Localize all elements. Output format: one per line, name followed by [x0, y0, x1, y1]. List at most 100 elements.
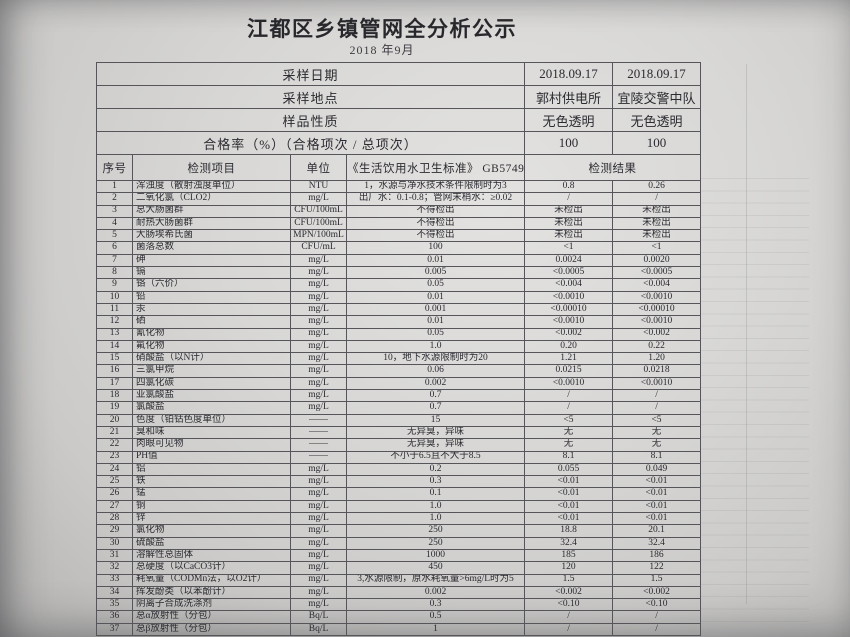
- cell-result-site2: /: [612, 389, 702, 403]
- cell-result-site1: <0.01: [524, 487, 614, 501]
- cell-index: 7: [96, 253, 133, 268]
- cell-index: 31: [96, 548, 133, 563]
- cell-standard-limit: 0.1: [345, 487, 526, 501]
- cell-index: 32: [96, 561, 133, 575]
- cell-standard-limit: 1.0: [345, 512, 526, 526]
- cell-result-site1: <0.00010: [524, 302, 614, 317]
- table-row: 12 硒 mg/L 0.01 <0.0010 <0.0010: [96, 315, 702, 329]
- cell-unit: mg/L: [290, 499, 347, 514]
- cell-result-site1: 8.1: [524, 450, 614, 464]
- table-row: 6 菌落总数 CFU/mL 100 <1 <1: [96, 241, 702, 255]
- table-row: 21 臭和味 —— 无异臭，异味 无 无: [96, 425, 702, 440]
- table-row: 22 肉眼可见物 —— 无异臭，异味 无 无: [96, 438, 702, 452]
- cell-standard-limit: 3,水源限制，原水耗氧量>6mg/L时为5: [345, 573, 526, 587]
- cell-result-site2: <5: [612, 413, 702, 427]
- cell-item-name: 总大肠菌群: [132, 204, 291, 218]
- cell-result-site2: 122: [612, 561, 702, 575]
- cell-standard-limit: 100: [345, 241, 526, 255]
- cell-result-site1: 未检出: [524, 216, 614, 231]
- cell-standard-limit: 不小于6.5且不大于8.5: [345, 450, 526, 464]
- table-row: 16 三氯甲烷 mg/L 0.06 0.0215 0.0218: [96, 364, 702, 378]
- cell-item-name: 氰化物: [132, 327, 291, 341]
- cell-result-site1: <0.0005: [524, 266, 614, 280]
- cell-index: 33: [96, 573, 133, 587]
- cell-index: 15: [96, 352, 133, 366]
- cell-unit: ——: [290, 450, 347, 464]
- cell-item-name: 总α放射性（分包）: [132, 610, 291, 624]
- table-row: 27 铜 mg/L 1.0 <0.01 <0.01: [96, 499, 702, 514]
- cell-unit: mg/L: [290, 327, 347, 341]
- cell-item-name: PH值: [132, 450, 291, 464]
- cell-item-name: 耐热大肠菌群: [132, 216, 291, 231]
- cell-standard-limit: 不得检出: [345, 229, 526, 243]
- cell-result-site2: /: [612, 401, 702, 415]
- summary-value-site1: 无色透明: [524, 108, 614, 132]
- cell-index: 37: [96, 622, 133, 636]
- cell-unit: mg/L: [290, 561, 347, 575]
- cell-item-name: 铜: [132, 499, 291, 514]
- cell-result-site2: <0.0010: [612, 315, 702, 329]
- cell-standard-limit: 0.01: [345, 290, 526, 304]
- cell-standard-limit: 0.3: [345, 598, 526, 612]
- cell-result-site1: <0.01: [524, 512, 614, 526]
- cell-unit: mg/L: [290, 266, 347, 280]
- cell-unit: ——: [290, 413, 347, 427]
- cell-standard-limit: 250: [345, 536, 526, 550]
- table-row: 7 砷 mg/L 0.01 0.0024 0.0020: [96, 253, 702, 268]
- cell-result-site2: 0.0218: [612, 364, 702, 378]
- cell-result-site1: 无: [524, 438, 614, 452]
- cell-result-site1: /: [524, 389, 614, 403]
- summary-row: 采样地点 郭村供电所 宜陵交警中队: [95, 85, 702, 109]
- cell-item-name: 浑浊度（散射浊度单位）: [132, 179, 291, 194]
- cell-result-site1: <0.01: [524, 499, 614, 514]
- cell-item-name: 硫酸盐: [132, 536, 291, 550]
- cell-standard-limit: 0.001: [345, 302, 526, 317]
- summary-value-site2: 宜陵交警中队: [612, 85, 702, 109]
- cell-index: 34: [96, 585, 133, 600]
- table-row: 13 氰化物 mg/L 0.05 <0.002 <0.002: [96, 327, 702, 341]
- cell-index: 26: [96, 487, 133, 501]
- cell-unit: NTU: [290, 179, 347, 194]
- water-analysis-table: 采样日期 2018.09.17 2018.09.17 采样地点 郭村供电所 宜陵…: [95, 62, 702, 636]
- cell-index: 29: [96, 524, 133, 538]
- cell-unit: mg/L: [290, 352, 347, 366]
- cell-result-site1: 无: [524, 425, 614, 440]
- header-item: 检测项目: [132, 154, 291, 181]
- cell-result-site2: <0.0005: [612, 266, 702, 280]
- cell-result-site2: <0.01: [612, 512, 702, 526]
- table-row: 15 硝酸盐（以N计） mg/L 10，地下水源限制时为20 1.21 1.20: [96, 352, 702, 366]
- cell-result-site2: <0.00010: [612, 302, 702, 317]
- cell-standard-limit: 0.5: [345, 610, 526, 624]
- cell-standard-limit: 0.7: [345, 401, 526, 415]
- table-row: 8 镉 mg/L 0.005 <0.0005 <0.0005: [96, 266, 702, 280]
- cell-index: 13: [96, 327, 133, 341]
- cell-result-site1: 0.0215: [524, 364, 614, 378]
- cell-item-name: 肉眼可见物: [132, 438, 291, 452]
- cell-unit: mg/L: [290, 462, 347, 477]
- cell-index: 22: [96, 438, 133, 452]
- cell-unit: mg/L: [290, 585, 347, 600]
- cell-result-site2: <0.004: [612, 278, 702, 292]
- cell-item-name: 铬（六价）: [132, 278, 291, 292]
- table-row: 11 汞 mg/L 0.001 <0.00010 <0.00010: [96, 302, 702, 317]
- cell-unit: Bq/L: [290, 622, 347, 636]
- cell-standard-limit: 0.002: [345, 376, 526, 391]
- cell-unit: mg/L: [290, 573, 347, 587]
- cell-standard-limit: 1.0: [345, 499, 526, 514]
- table-row: 33 耗氧量（CODMn法，以O2计） mg/L 3,水源限制，原水耗氧量>6m…: [96, 573, 702, 587]
- table-row: 18 亚氯酸盐 mg/L 0.7 / /: [96, 389, 702, 403]
- summary-value-site2: 100: [612, 131, 702, 155]
- cell-item-name: 总β放射性（分包）: [132, 622, 291, 636]
- cell-index: 14: [96, 339, 133, 354]
- cell-result-site2: <0.10: [612, 598, 702, 612]
- cell-item-name: 氯化物: [132, 524, 291, 538]
- cell-result-site1: <0.002: [524, 327, 614, 341]
- cell-result-site2: <1: [612, 241, 702, 255]
- cell-unit: mg/L: [290, 376, 347, 391]
- cell-standard-limit: 出厂水：0.1-0.8；管网末梢水：≥0.02: [345, 192, 526, 206]
- cell-item-name: 铝: [132, 462, 291, 477]
- cell-result-site1: <0.01: [524, 475, 614, 489]
- cell-result-site1: 18.8: [524, 524, 614, 538]
- cell-standard-limit: 0.002: [345, 585, 526, 600]
- cell-result-site1: /: [524, 401, 614, 415]
